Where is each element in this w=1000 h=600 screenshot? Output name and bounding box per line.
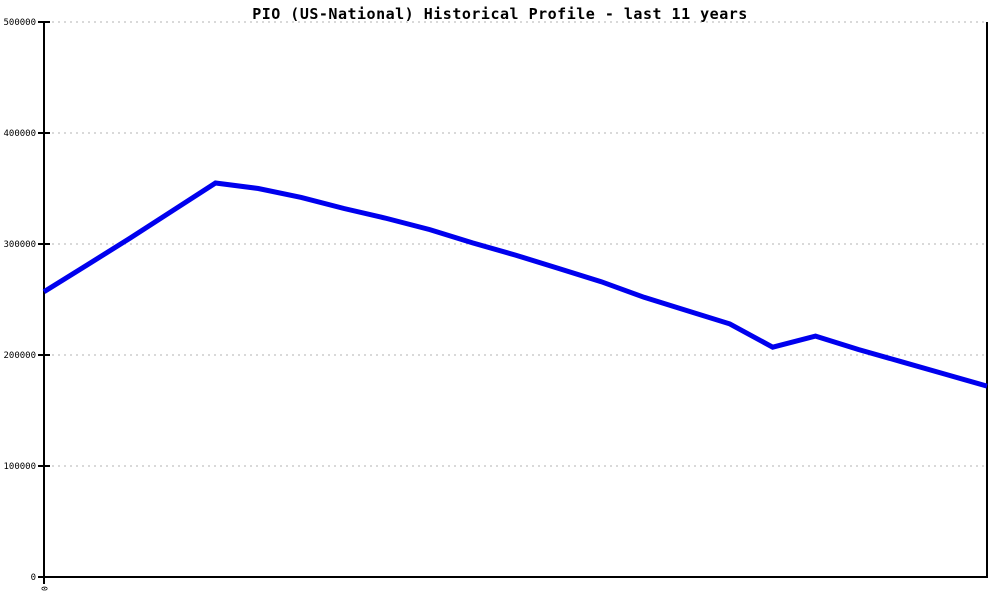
data-line — [42, 180, 988, 389]
y-tick-label: 200000 — [3, 351, 36, 361]
y-tick-label: 0 — [31, 573, 36, 583]
y-tick-label: 500000 — [3, 18, 36, 28]
x-tick-label: 0 — [40, 586, 49, 591]
y-tick-label: 100000 — [3, 462, 36, 472]
chart-title: PIO (US-National) Historical Profile - l… — [252, 5, 748, 23]
y-tick-label: 400000 — [3, 129, 36, 139]
y-tick-label: 300000 — [3, 240, 36, 250]
